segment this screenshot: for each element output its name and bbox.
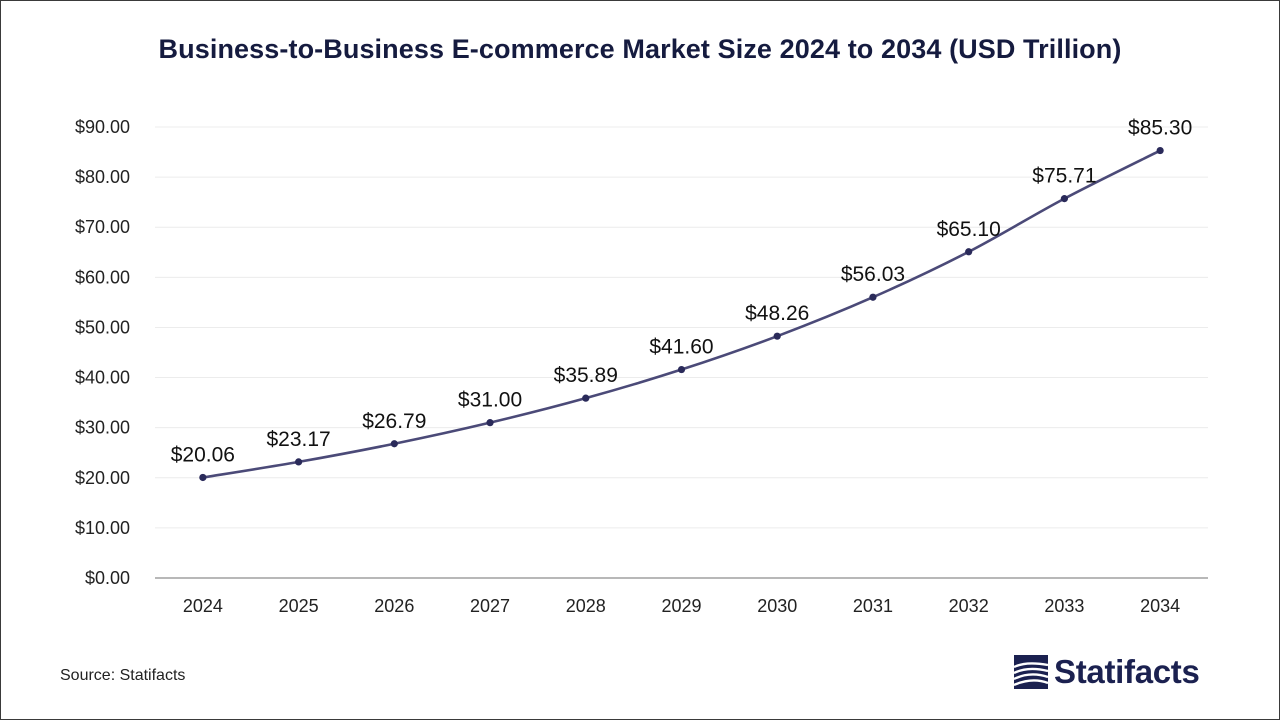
x-tick-label: 2025 (279, 596, 319, 616)
data-label: $41.60 (649, 336, 713, 359)
y-tick-label: $90.00 (75, 117, 130, 137)
x-tick-label: 2031 (853, 596, 893, 616)
x-tick-labels: 2024 2025 2026 2027 2028 2029 2030 2031 2032 2033… (183, 596, 1180, 616)
y-tick-label: $0.00 (85, 568, 130, 588)
x-tick-label: 2029 (661, 596, 701, 616)
x-tick-label: 2024 (183, 596, 223, 616)
x-tick-label: 2028 (566, 596, 606, 616)
y-tick-label: $40.00 (75, 368, 130, 388)
data-point (773, 332, 781, 340)
data-label: $26.79 (362, 410, 426, 433)
series-line (202, 149, 1161, 479)
data-point (965, 248, 973, 256)
data-label: $48.26 (745, 302, 809, 325)
data-point (582, 394, 590, 402)
data-label: $31.00 (458, 389, 522, 412)
y-tick-label: $10.00 (75, 518, 130, 538)
data-point (486, 419, 494, 427)
x-tick-label: 2030 (757, 596, 797, 616)
brand-logo: Statifacts (1012, 652, 1218, 692)
x-tick-label: 2033 (1044, 596, 1084, 616)
data-point (294, 458, 303, 466)
data-point (1060, 195, 1069, 203)
gridlines (155, 126, 1208, 529)
data-label: $56.03 (841, 263, 905, 286)
data-points (199, 146, 1164, 482)
data-point (869, 293, 877, 301)
y-tick-label: $70.00 (75, 217, 130, 237)
data-point (390, 440, 398, 448)
y-tick-label: $20.00 (75, 468, 130, 488)
y-tick-labels: $0.00 $10.00 $20.00 $30.00 $40.00 $50.00 $60.0… (75, 117, 130, 588)
data-label: $23.17 (266, 428, 330, 451)
data-point (677, 365, 686, 374)
data-point (199, 473, 207, 482)
data-point (1156, 146, 1164, 155)
x-tick-label: 2027 (470, 596, 510, 616)
brand-name: Statifacts (1054, 653, 1200, 690)
data-label: $65.10 (937, 218, 1001, 241)
y-tick-label: $50.00 (75, 317, 130, 337)
statifacts-logo-icon (1013, 655, 1049, 689)
data-label: $20.06 (171, 443, 235, 466)
y-tick-label: $30.00 (75, 418, 130, 438)
y-tick-label: $80.00 (75, 167, 130, 187)
chart-title: Business-to-Business E-commerce Market S… (158, 34, 1122, 64)
series-line-group (202, 149, 1161, 479)
data-labels: $20.06 $23.17 $26.79 $31.00 $35.89 $41.60 $48.… (171, 117, 1193, 467)
x-tick-label: 2026 (374, 596, 414, 616)
data-label: $75.71 (1032, 165, 1096, 188)
x-tick-label: 2032 (949, 596, 989, 616)
data-label: $85.30 (1128, 117, 1192, 140)
y-tick-label: $60.00 (75, 267, 130, 287)
source-note: Source: Statifacts (60, 667, 186, 684)
x-tick-label: 2034 (1140, 596, 1180, 616)
data-label: $35.89 (554, 364, 618, 387)
